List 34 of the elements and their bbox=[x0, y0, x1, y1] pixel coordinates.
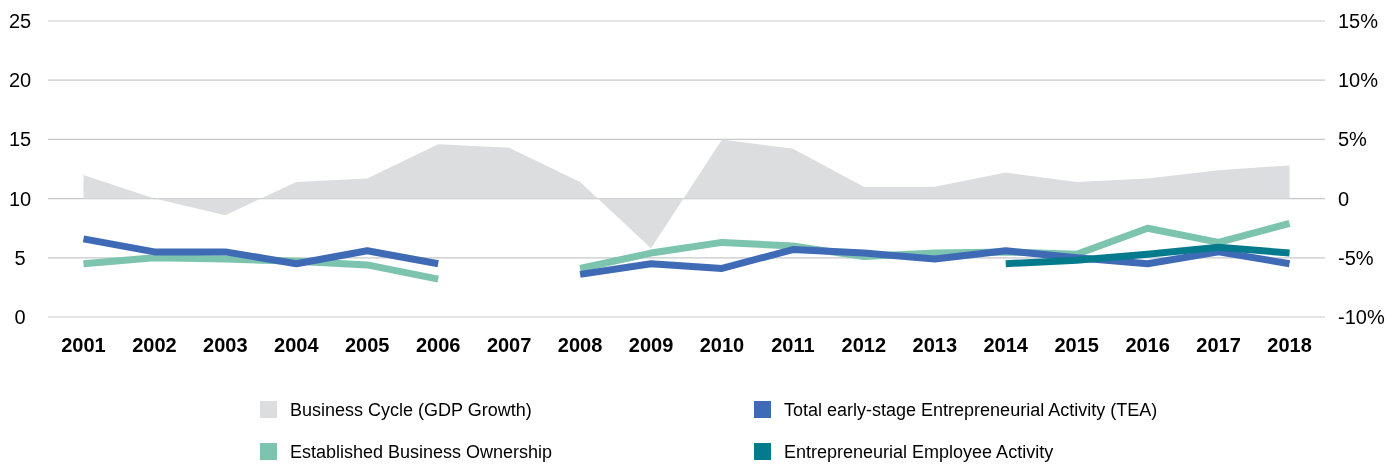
x-tick-label: 2003 bbox=[203, 334, 248, 356]
x-tick-label: 2017 bbox=[1196, 334, 1241, 356]
x-tick-label: 2013 bbox=[912, 334, 958, 356]
x-tick-label: 2010 bbox=[699, 334, 745, 356]
y-tick-label: 20 bbox=[8, 69, 32, 92]
legend-label: Business Cycle (GDP Growth) bbox=[290, 400, 532, 421]
x-tick-label: 2006 bbox=[415, 334, 461, 356]
y2-tick-label: 15% bbox=[1338, 10, 1379, 32]
y2-tick-label: 5% bbox=[1338, 128, 1368, 151]
legend-label: Established Business Ownership bbox=[290, 442, 553, 463]
y-tick-label: 15 bbox=[8, 128, 32, 151]
x-tick-label: 2015 bbox=[1054, 334, 1099, 356]
y2-tick-label: 10% bbox=[1338, 69, 1379, 92]
x-tick-label: 2016 bbox=[1125, 334, 1170, 356]
y-tick-label: 10 bbox=[8, 187, 32, 210]
legend-label: Entrepreneurial Employee Activity bbox=[784, 442, 1054, 463]
y-tick-label: 25 bbox=[8, 10, 32, 32]
x-tick-label: 2004 bbox=[274, 334, 320, 356]
y2-tick-label: -10% bbox=[1338, 306, 1385, 328]
x-tick-label: 2001 bbox=[61, 334, 106, 356]
y2-tick-label: 0 bbox=[1338, 187, 1350, 210]
y-tick-label: 5 bbox=[14, 246, 26, 269]
x-tick-label: 2005 bbox=[345, 334, 390, 356]
x-tick-label: 2007 bbox=[486, 334, 532, 356]
x-tick-label: 2018 bbox=[1267, 334, 1312, 356]
y-tick-label: 0 bbox=[14, 306, 26, 328]
x-tick-label: 2008 bbox=[557, 334, 603, 356]
x-tick-label: 2002 bbox=[132, 334, 177, 356]
x-tick-label: 2012 bbox=[841, 334, 887, 356]
x-tick-label: 2014 bbox=[983, 334, 1029, 356]
x-tick-label: 2011 bbox=[771, 334, 815, 356]
x-tick-label: 2009 bbox=[628, 334, 674, 356]
y2-tick-label: -5% bbox=[1338, 246, 1374, 269]
legend-label: Total early-stage Entrepreneurial Activity (TEA) bbox=[784, 400, 1158, 421]
